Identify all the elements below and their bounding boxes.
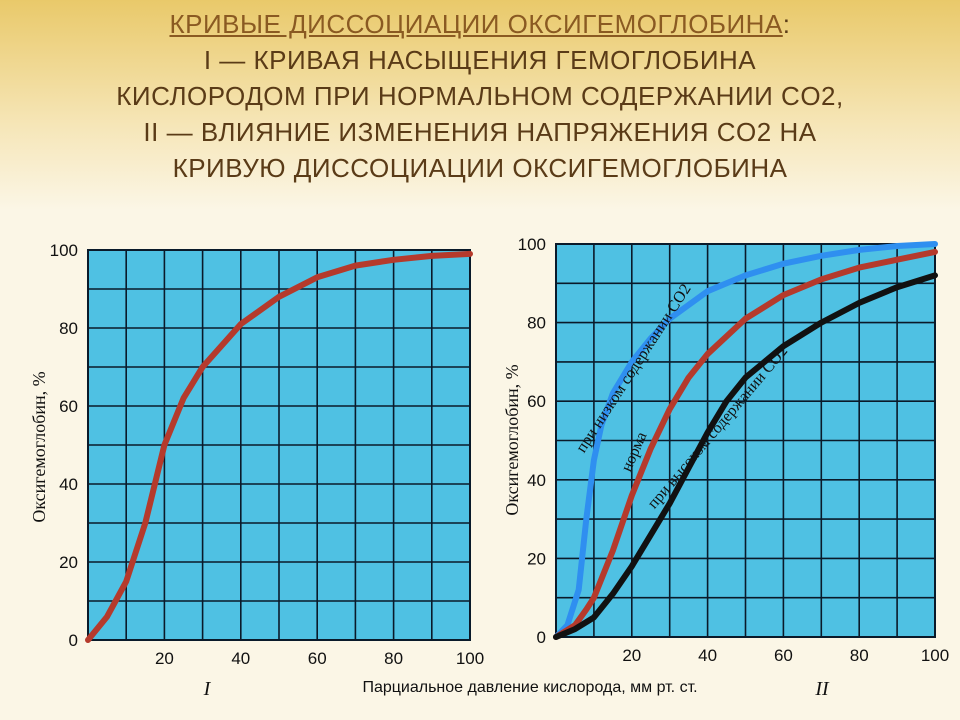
y-tick-label: 20: [527, 549, 546, 568]
y-tick-label: 0: [69, 631, 78, 650]
y-axis-label: Оксигемоглобин, %: [502, 364, 522, 515]
title-band: [0, 0, 960, 210]
x-tick-label: 80: [850, 646, 869, 665]
x-tick-label: 40: [231, 649, 250, 668]
title-line-3: КИСЛОРОДОМ ПРИ НОРМАЛЬНОМ СОДЕРЖАНИИ CO2…: [116, 81, 844, 111]
title-highlight: КРИВЫЕ ДИССОЦИАЦИИ ОКСИГЕМОГЛОБИНА: [169, 9, 783, 39]
x-tick-label: 60: [774, 646, 793, 665]
y-tick-label: 100: [518, 235, 546, 254]
y-tick-label: 40: [527, 471, 546, 490]
title-line-4: II — ВЛИЯНИЕ ИЗМЕНЕНИЯ НАПРЯЖЕНИЯ CO2 НА: [143, 117, 817, 147]
y-tick-label: 60: [59, 397, 78, 416]
y-tick-label: 0: [537, 628, 546, 647]
x-tick-label: 80: [384, 649, 403, 668]
x-tick-label: 100: [456, 649, 484, 668]
title-line-5: КРИВУЮ ДИССОЦИАЦИИ ОКСИГЕМОГЛОБИНА: [172, 153, 788, 183]
panel-label: I: [203, 678, 212, 700]
y-tick-label: 40: [59, 475, 78, 494]
x-tick-label: 60: [308, 649, 327, 668]
chart-panel-1: 0 20 40 60 80 100 20 40 60 80 100 Оксигемоглобин, %…: [29, 241, 484, 700]
chart-panel-2: 0 20 40 60 80 100 20 40 60 80 100 Оксигемоглобин, %…: [362, 235, 949, 700]
y-tick-label: 100: [50, 241, 78, 260]
series-line-1: [85, 250, 473, 643]
series-line-2: [553, 248, 938, 640]
y-tick-label: 20: [59, 553, 78, 572]
panel-label: II: [814, 678, 830, 700]
x-tick-label: 40: [698, 646, 717, 665]
title-colon: :: [782, 9, 791, 39]
slide-title: КРИВЫЕ ДИССОЦИАЦИИ ОКСИГЕМОГЛОБИНА: I — …: [0, 6, 960, 186]
y-tick-label: 60: [527, 392, 546, 411]
y-axis-label: Оксигемоглобин, %: [29, 371, 49, 522]
x-tick-label: 20: [622, 646, 641, 665]
series-line-3: [553, 272, 938, 640]
y-tick-label: 80: [527, 314, 546, 333]
title-line-1: КРИВЫЕ ДИССОЦИАЦИИ ОКСИГЕМОГЛОБИНА:: [0, 6, 960, 42]
x-tick-label: 20: [155, 649, 174, 668]
x-axis-label: Парциальное давление кислорода, мм рт. с…: [362, 679, 697, 696]
y-tick-label: 80: [59, 319, 78, 338]
series-line-1: [553, 241, 938, 640]
x-tick-label: 100: [921, 646, 949, 665]
title-line-2: I — КРИВАЯ НАСЫЩЕНИЯ ГЕМОГЛОБИНА: [203, 45, 757, 75]
